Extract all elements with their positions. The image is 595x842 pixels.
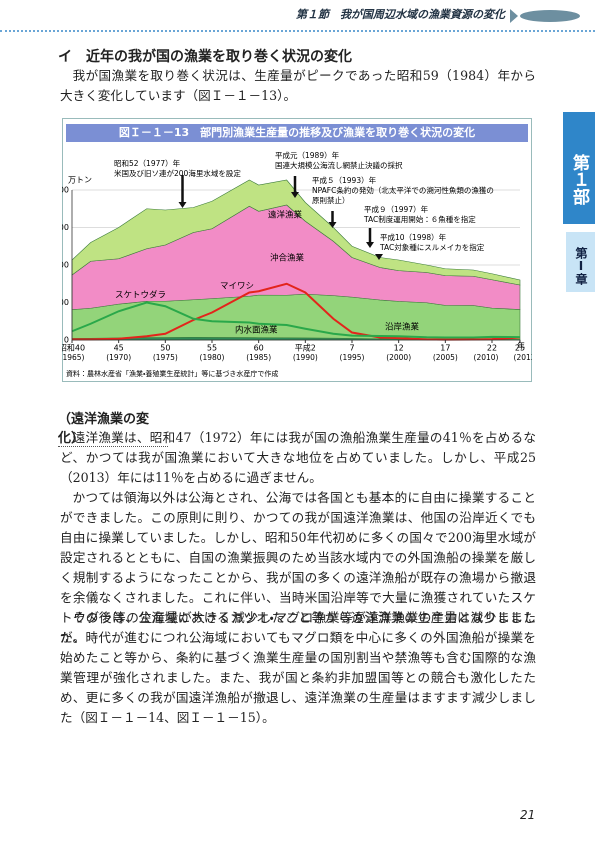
y-tick-label: 600 <box>62 261 69 270</box>
x-tick-year: (1985) <box>246 353 271 362</box>
chart: 図Ｉ－１－13 部門別漁業生産量の推移及び漁業を取り巻く状況の変化 万トン 年 … <box>62 118 532 382</box>
x-tick-label: 17 <box>440 344 450 353</box>
series-label: 沿岸漁業 <box>385 322 420 333</box>
arrow-head <box>328 222 337 228</box>
annotation: 昭和52（1977）年 <box>114 158 181 168</box>
y-tick-label: 300 <box>62 298 69 307</box>
x-tick-label: 22 <box>487 344 497 353</box>
series-label: 沖合漁業 <box>270 253 305 264</box>
annotation: TAC対象種にスルメイカを指定 <box>379 242 485 252</box>
paragraph: その後は、公海域におけるカツオ・マグロ漁業等が遠洋漁業の主力となりましたが、時代… <box>60 610 536 725</box>
annotation: 米国及び旧ソ連が200海里水域を設定 <box>114 168 241 178</box>
running-header: 第１節 我が国周辺水域の漁業資源の変化 <box>296 8 505 21</box>
line-series <box>71 301 521 339</box>
x-tick-label: 7 <box>349 344 354 353</box>
x-tick-year: (2013) <box>514 353 532 362</box>
x-tick-label: 平成2 <box>295 343 316 353</box>
series-label: 遠洋漁業 <box>268 210 303 221</box>
y-tick-label: 1,200 <box>62 186 69 195</box>
y-tick-label: 900 <box>62 223 69 232</box>
x-tick-label: 55 <box>207 344 217 353</box>
subheading: （遠洋漁業の変化） <box>58 408 168 447</box>
x-tick-year: (1995) <box>340 353 365 362</box>
part-tab: 第１部 <box>563 112 595 224</box>
series-label: 内水面漁業 <box>235 325 278 336</box>
x-unit: 年 <box>517 341 525 351</box>
chart-title: 図Ｉ－１－13 部門別漁業生産量の推移及び漁業を取り巻く状況の変化 <box>119 125 475 139</box>
arrow-head <box>366 242 374 248</box>
y-tick-label: 0 <box>64 336 69 345</box>
annotation: 原則禁止） <box>312 195 350 205</box>
series-label: スケトウダラ <box>115 290 166 301</box>
annotation: 平成９（1997）年 <box>364 204 429 214</box>
x-tick-year: (2000) <box>386 353 411 362</box>
x-tick-label: 25 <box>515 344 525 353</box>
series-label: マイワシ <box>220 282 254 292</box>
x-tick-year: (1990) <box>293 353 318 362</box>
x-tick-label: 50 <box>160 344 170 353</box>
section-title: イ 近年の我が国の漁業を取り巻く状況の変化 <box>58 49 352 65</box>
chapter-tab: 第Ⅰ章 <box>566 232 595 292</box>
x-tick-year: (1980) <box>200 353 225 362</box>
x-tick-year: (1965) <box>62 353 85 362</box>
annotation: NPAFC条約の発効（北太平洋での溯河性魚類の漁獲の <box>312 185 494 195</box>
chart-source: 資料：農林水産省「漁業・養殖業生産統計」等に基づき水産庁で作成 <box>66 369 278 378</box>
x-tick-year: (1975) <box>153 353 178 362</box>
paragraph: 我が国漁業を取り巻く状況は、生産量がピークであった昭和59（1984）年から大き… <box>60 68 536 103</box>
annotation: 平成元（1989）年 <box>275 150 340 160</box>
stacked-area <box>71 179 521 286</box>
annotation: 国連大規模公海流し網禁止決議の採択 <box>275 160 403 170</box>
header-rule <box>0 30 595 32</box>
paragraph: かつては領海以外は公海とされ、公海では各国とも基本的に自由に操業することができま… <box>60 490 536 645</box>
x-tick-label: 45 <box>114 344 124 353</box>
x-tick-label: 60 <box>254 344 264 353</box>
paragraph: 遠洋漁業は、昭和47（1972）年には我が国の漁船漁業生産量の41％を占めるなど… <box>60 430 536 485</box>
page-number: 21 <box>520 808 536 822</box>
annotation: 平成５（1993）年 <box>312 175 377 185</box>
fish-icon <box>510 9 580 23</box>
y-unit: 万トン <box>68 176 92 185</box>
x-tick-year: (1970) <box>106 353 131 362</box>
chart-title-bar <box>66 124 528 142</box>
annotation: TAC制度運用開始：６魚種を指定 <box>363 214 476 224</box>
arrow-head <box>375 254 383 260</box>
line-series <box>72 282 521 341</box>
x-tick-year: (2010) <box>474 353 499 362</box>
arrow-head <box>291 192 299 198</box>
annotation: 平成10（1998）年 <box>380 232 447 242</box>
arrow-head <box>178 202 187 208</box>
x-tick-label: 昭和40 <box>62 344 85 353</box>
x-tick-year: (2005) <box>433 353 458 362</box>
x-tick-label: 12 <box>394 344 404 353</box>
